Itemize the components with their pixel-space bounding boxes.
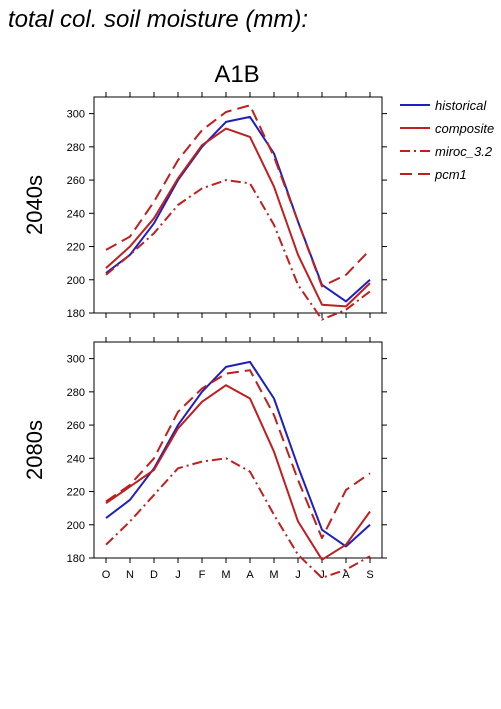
y-tick-label: 260	[67, 175, 85, 187]
series-line-composite	[105, 127, 371, 308]
x-tick-label: N	[126, 569, 134, 581]
series-line-pcm1	[105, 369, 371, 540]
y-tick-label: 220	[67, 487, 85, 499]
legend-label: pcm1	[434, 167, 467, 182]
x-tick-label: M	[269, 569, 278, 581]
legend-label: miroc_3.2	[435, 144, 493, 159]
x-tick-label: M	[221, 569, 230, 581]
x-tick-label: A	[246, 569, 254, 581]
x-tick-label: F	[199, 569, 206, 581]
x-tick-label: J	[175, 569, 181, 581]
y-tick-label: 300	[67, 109, 85, 121]
series-line-miroc-3-2	[105, 179, 371, 321]
legend-label: composite	[435, 121, 494, 136]
series-line-composite	[105, 384, 371, 561]
panel-2040s: 180 200 220 240 260 280 300 2040s	[22, 92, 387, 321]
page-title: total col. soil moisture (mm):	[8, 6, 309, 33]
y-tick-label: 200	[67, 275, 85, 287]
y-tick-label: 280	[67, 387, 85, 399]
x-tick-label: D	[150, 569, 158, 581]
y-tick-label: 300	[67, 354, 85, 366]
panel-2080s: 180 200 220 240 260 280 300 O N D J F M A M J J A S 2080s	[22, 337, 387, 581]
y-tick-label: 200	[67, 520, 85, 532]
x-tick-label: A	[342, 569, 350, 581]
plot-frame	[93, 96, 383, 314]
y-tick-label: 240	[67, 453, 85, 465]
x-tick-label: J	[295, 569, 301, 581]
panel-label: 2080s	[22, 420, 47, 480]
y-tick-label: 220	[67, 242, 85, 254]
y-tick-label: 260	[67, 420, 85, 432]
x-tick-label: O	[102, 569, 111, 581]
x-tick-label: J	[319, 569, 325, 581]
chart-title: A1B	[214, 61, 259, 88]
series-line-pcm1	[105, 104, 371, 288]
panel-label: 2040s	[22, 175, 47, 235]
legend-label: historical	[435, 98, 487, 113]
x-tick-label: S	[366, 569, 373, 581]
y-tick-label: 280	[67, 142, 85, 154]
series-line-historical	[105, 115, 371, 303]
series-line-miroc-3-2	[105, 457, 371, 579]
series-line-historical	[105, 360, 371, 548]
y-tick-label: 180	[67, 553, 85, 565]
y-tick-label: 180	[67, 308, 85, 320]
y-tick-label: 240	[67, 208, 85, 220]
plot-frame	[93, 341, 383, 559]
